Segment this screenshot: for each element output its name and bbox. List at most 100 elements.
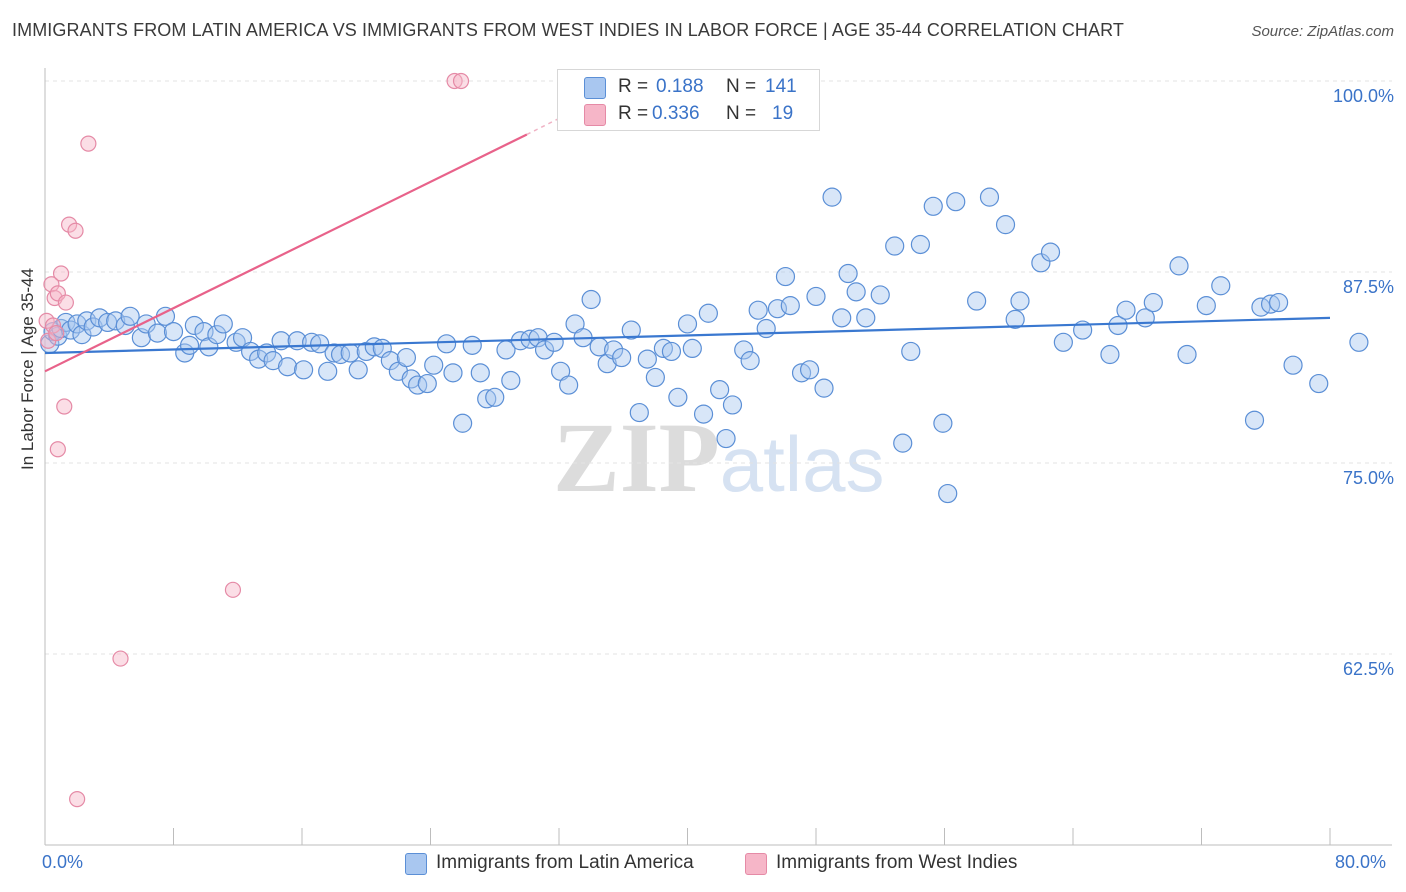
- data-point: [838, 263, 858, 284]
- data-point: [1100, 344, 1120, 365]
- data-point: [340, 343, 360, 363]
- series-west-indies: [38, 72, 470, 808]
- watermark-atlas: atlas: [719, 420, 885, 508]
- data-point: [318, 361, 338, 381]
- legend-n-value: 19: [772, 103, 794, 124]
- data-point: [822, 187, 842, 207]
- data-point: [893, 433, 913, 453]
- data-point: [1309, 373, 1329, 394]
- data-point: [67, 222, 84, 239]
- data-point: [668, 387, 688, 407]
- trend-line-latin-america: [44, 316, 1331, 355]
- data-point: [263, 351, 283, 371]
- data-point: [1143, 292, 1163, 313]
- data-point: [213, 314, 233, 334]
- data-point: [424, 355, 444, 375]
- data-point: [933, 413, 953, 433]
- data-point: [446, 72, 463, 90]
- data-point: [436, 334, 457, 354]
- y-tick-label: 75.0%: [1342, 468, 1394, 488]
- data-point: [979, 187, 1000, 207]
- source-label: Source: ZipAtlas.com: [1251, 23, 1394, 40]
- data-point: [417, 373, 437, 394]
- data-point: [462, 335, 482, 355]
- legend-n-label: N =: [726, 76, 757, 97]
- data-point: [1244, 410, 1265, 430]
- data-point: [477, 389, 497, 409]
- data-point: [1268, 292, 1289, 313]
- legend-r-label: R =: [618, 76, 649, 97]
- data-point: [748, 300, 768, 320]
- data-point: [364, 337, 384, 357]
- data-point: [69, 791, 86, 808]
- data-point: [48, 325, 65, 342]
- bottom-legend-swatch-pink: [745, 853, 767, 875]
- grid-lines: [45, 80, 1392, 655]
- data-point: [534, 340, 555, 360]
- data-point: [1053, 332, 1073, 352]
- data-point: [52, 265, 70, 282]
- data-point: [56, 398, 73, 415]
- bottom-legend-label: Immigrants from West Indies: [776, 852, 1018, 873]
- data-point: [348, 360, 368, 380]
- data-point: [443, 363, 463, 383]
- data-point: [1283, 355, 1303, 375]
- series-latin-america: [40, 187, 1369, 504]
- data-point: [923, 196, 943, 216]
- data-point: [756, 318, 776, 339]
- trend-line-west-indies: [44, 133, 528, 373]
- data-point: [806, 286, 826, 307]
- data-point: [1010, 291, 1030, 311]
- data-point: [910, 234, 931, 255]
- data-point: [612, 347, 632, 368]
- data-point: [832, 308, 852, 328]
- data-point: [814, 378, 834, 398]
- data-point: [661, 341, 682, 362]
- data-point: [637, 349, 657, 369]
- data-point: [1040, 242, 1061, 262]
- data-point: [271, 331, 291, 351]
- y-tick-label: 87.5%: [1342, 277, 1394, 297]
- data-point: [559, 375, 579, 395]
- data-point: [740, 351, 760, 371]
- chart-title: IMMIGRANTS FROM LATIN AMERICA VS IMMIGRA…: [12, 20, 1124, 40]
- data-point: [722, 395, 743, 415]
- axes: [44, 68, 1392, 846]
- correlation-legend: R = 0.188 N = 141 R = 0.336 N = 19: [557, 69, 820, 131]
- data-point: [1031, 253, 1051, 273]
- data-point: [294, 360, 314, 380]
- data-point: [1260, 294, 1281, 314]
- data-point: [80, 135, 97, 152]
- data-point: [310, 334, 330, 354]
- data-point: [380, 351, 400, 371]
- bottom-legend-label: Immigrants from Latin America: [436, 852, 694, 873]
- legend-r-value: 0.336: [652, 103, 700, 124]
- data-point: [224, 581, 242, 598]
- data-point: [581, 289, 601, 310]
- data-point: [1211, 276, 1231, 296]
- x-tick-right: 80.0%: [1335, 852, 1387, 872]
- data-point: [408, 375, 428, 395]
- data-point: [698, 303, 718, 323]
- data-point: [207, 325, 227, 345]
- data-point: [1116, 300, 1136, 320]
- data-point: [147, 323, 168, 343]
- bottom-legend-swatch-blue: [405, 853, 427, 875]
- y-tick-label: 62.5%: [1342, 659, 1394, 679]
- y-axis-label: In Labor Force | Age 35-44: [18, 268, 37, 470]
- data-point: [453, 413, 473, 433]
- data-point: [967, 291, 987, 311]
- legend-swatch-pink: [584, 104, 606, 126]
- y-tick-label: 100.0%: [1332, 86, 1394, 106]
- data-point: [716, 428, 736, 449]
- data-point: [257, 343, 277, 363]
- x-tick-left: 0.0%: [42, 852, 84, 872]
- data-point: [1108, 315, 1128, 336]
- data-point: [856, 308, 876, 328]
- data-point: [396, 347, 417, 368]
- data-point: [112, 650, 129, 667]
- data-point: [184, 315, 204, 336]
- legend-r-value: 0.188: [656, 76, 704, 97]
- data-point: [870, 285, 890, 305]
